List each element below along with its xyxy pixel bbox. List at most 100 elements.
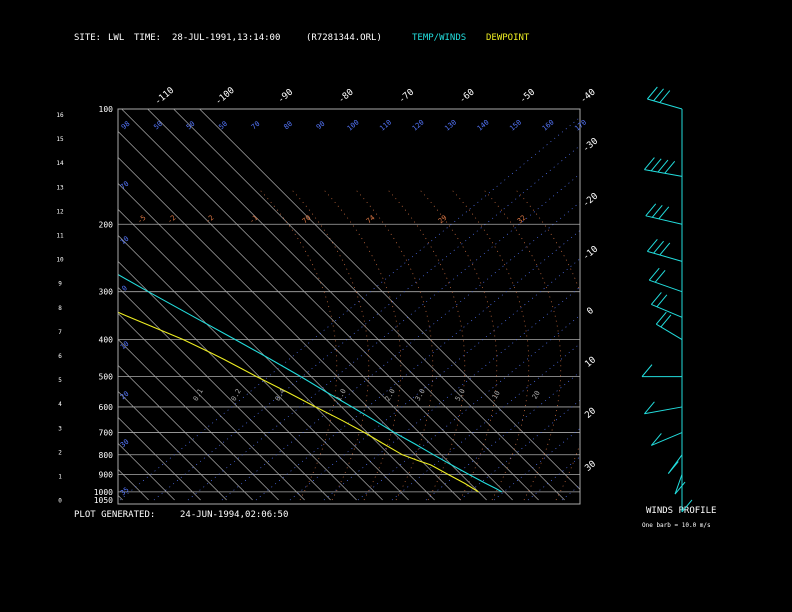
- mixing-ratio-line: [425, 371, 580, 501]
- isotherm-line: [121, 109, 513, 501]
- mixing-ratio-label: 150: [508, 118, 523, 132]
- mixing-ratio-left-label: 35: [119, 486, 131, 498]
- height-label: 13: [56, 184, 64, 191]
- mixing-ratio-label: 140: [476, 118, 491, 132]
- theta-label: 20: [531, 389, 542, 400]
- legend-temp: TEMP/WINDS: [412, 33, 467, 43]
- pressure-label: 400: [99, 336, 114, 345]
- height-label: 2: [58, 449, 62, 456]
- theta-label: 3.0: [414, 388, 427, 403]
- legend-dewpoint: DEWPOINT: [486, 33, 530, 43]
- dry-adiabat-label: -1: [248, 214, 260, 226]
- isotherm-line: [118, 156, 461, 501]
- height-label: 3: [58, 425, 62, 432]
- wind-barb-flag: [655, 311, 667, 325]
- mixing-ratio-line: [561, 484, 580, 501]
- wind-barb-flag: [657, 159, 669, 173]
- height-label: 1: [58, 474, 62, 481]
- right-temperature-label: -10: [581, 244, 600, 262]
- wind-barb: [656, 323, 683, 340]
- mixing-ratio-line: [391, 343, 580, 501]
- dry-adiabat-label: -2: [204, 214, 216, 226]
- height-label: 9: [58, 281, 62, 288]
- dry-adiabat-label: 70: [301, 214, 313, 226]
- site-label: SITE:: [74, 33, 102, 43]
- top-temperature-label: -70: [397, 87, 416, 105]
- wind-barb-flag: [653, 240, 664, 254]
- top-temperature-label: -60: [458, 87, 477, 105]
- wind-barb: [651, 432, 683, 446]
- mixing-ratio-left-label: 30: [119, 438, 131, 450]
- right-temperature-label: -20: [581, 191, 600, 209]
- wind-barb-flag: [664, 160, 676, 174]
- top-temperature-label: -80: [337, 87, 356, 105]
- isotherm-line: [147, 109, 539, 501]
- mixing-ratio-line: [119, 116, 580, 501]
- dry-adiabat-line: [515, 189, 580, 501]
- dry-adiabat-line: [259, 189, 338, 501]
- wind-barb-flag: [645, 203, 657, 217]
- dry-adiabat-label: -5: [136, 214, 148, 226]
- top-temperature-label: -50: [518, 87, 537, 105]
- isotherm-line: [0, 109, 97, 500]
- mixing-ratio-left-label: 20: [119, 390, 131, 402]
- temperature-line: [118, 273, 503, 493]
- mixing-ratio-line: [289, 258, 580, 501]
- site-value: LWL: [108, 33, 125, 43]
- isotherm-line: [118, 364, 253, 501]
- wind-barb-flag: [644, 401, 655, 415]
- mixing-ratio-left-label: 10: [119, 235, 131, 247]
- mixing-ratio-left-label: 70: [119, 180, 131, 192]
- pressure-label: 500: [99, 373, 114, 382]
- pressure-label: 800: [99, 451, 114, 460]
- mixing-ratio-line: [459, 399, 580, 501]
- dry-adiabat-label: -2: [166, 214, 178, 226]
- winds-profile-caption: One barb = 10.0 m/s: [642, 522, 711, 529]
- wind-barb: [674, 474, 683, 495]
- top-temperature-label: -90: [276, 87, 295, 105]
- right-temperature-label: 10: [583, 355, 598, 370]
- right-temperature-label: 0: [585, 306, 596, 317]
- dewpoint-line: [118, 311, 479, 493]
- theta-label: 0.4: [274, 388, 287, 403]
- mixing-ratio-label: 170: [573, 118, 588, 132]
- isotherm-line: [118, 286, 331, 501]
- pressure-label: 300: [99, 288, 114, 297]
- plot-generated-label: PLOT GENERATED:: [74, 510, 156, 520]
- wind-barb-flag: [644, 157, 655, 170]
- wind-barb-flag: [650, 292, 662, 305]
- height-label: 12: [56, 208, 64, 215]
- mixing-ratio-left-label: 10: [119, 340, 131, 352]
- isotherm-line: [173, 109, 565, 501]
- wind-barb-flag: [659, 242, 671, 256]
- wind-barb: [647, 98, 683, 110]
- pressure-label: 100: [99, 105, 114, 114]
- time-value: 28-JUL-1991,13:14:00: [172, 33, 281, 43]
- mixing-ratio-label: 120: [411, 118, 426, 132]
- wind-barb: [651, 303, 683, 318]
- mixing-ratio-line: [187, 173, 580, 501]
- pressure-label: 1000: [94, 488, 113, 497]
- wind-barb-flag: [659, 90, 671, 103]
- wind-barb: [644, 406, 683, 415]
- height-label: 11: [56, 233, 64, 240]
- isotherm-line: [118, 130, 487, 501]
- wind-barb-flag: [674, 481, 686, 495]
- dry-adiabat-label: 32: [516, 214, 528, 226]
- height-label: 8: [58, 305, 62, 312]
- pressure-label: 700: [99, 429, 114, 438]
- right-temperature-label: -30: [581, 136, 600, 154]
- theta-label: 2.0: [384, 388, 397, 403]
- mixing-ratio-label: 90: [315, 120, 327, 132]
- mixing-ratio-label: 50: [185, 120, 197, 132]
- file-name: (R7281344.ORL): [306, 33, 382, 43]
- wind-barb: [647, 250, 683, 262]
- mixing-ratio-label: 50: [152, 120, 164, 132]
- right-temperature-label: 20: [583, 406, 598, 421]
- height-label: 0: [58, 498, 62, 505]
- mixing-ratio-line: [153, 145, 580, 501]
- wind-barb-flag: [656, 294, 668, 308]
- height-label: 16: [56, 112, 64, 119]
- wind-barb-flag: [653, 88, 664, 102]
- isotherm-line: [118, 312, 305, 501]
